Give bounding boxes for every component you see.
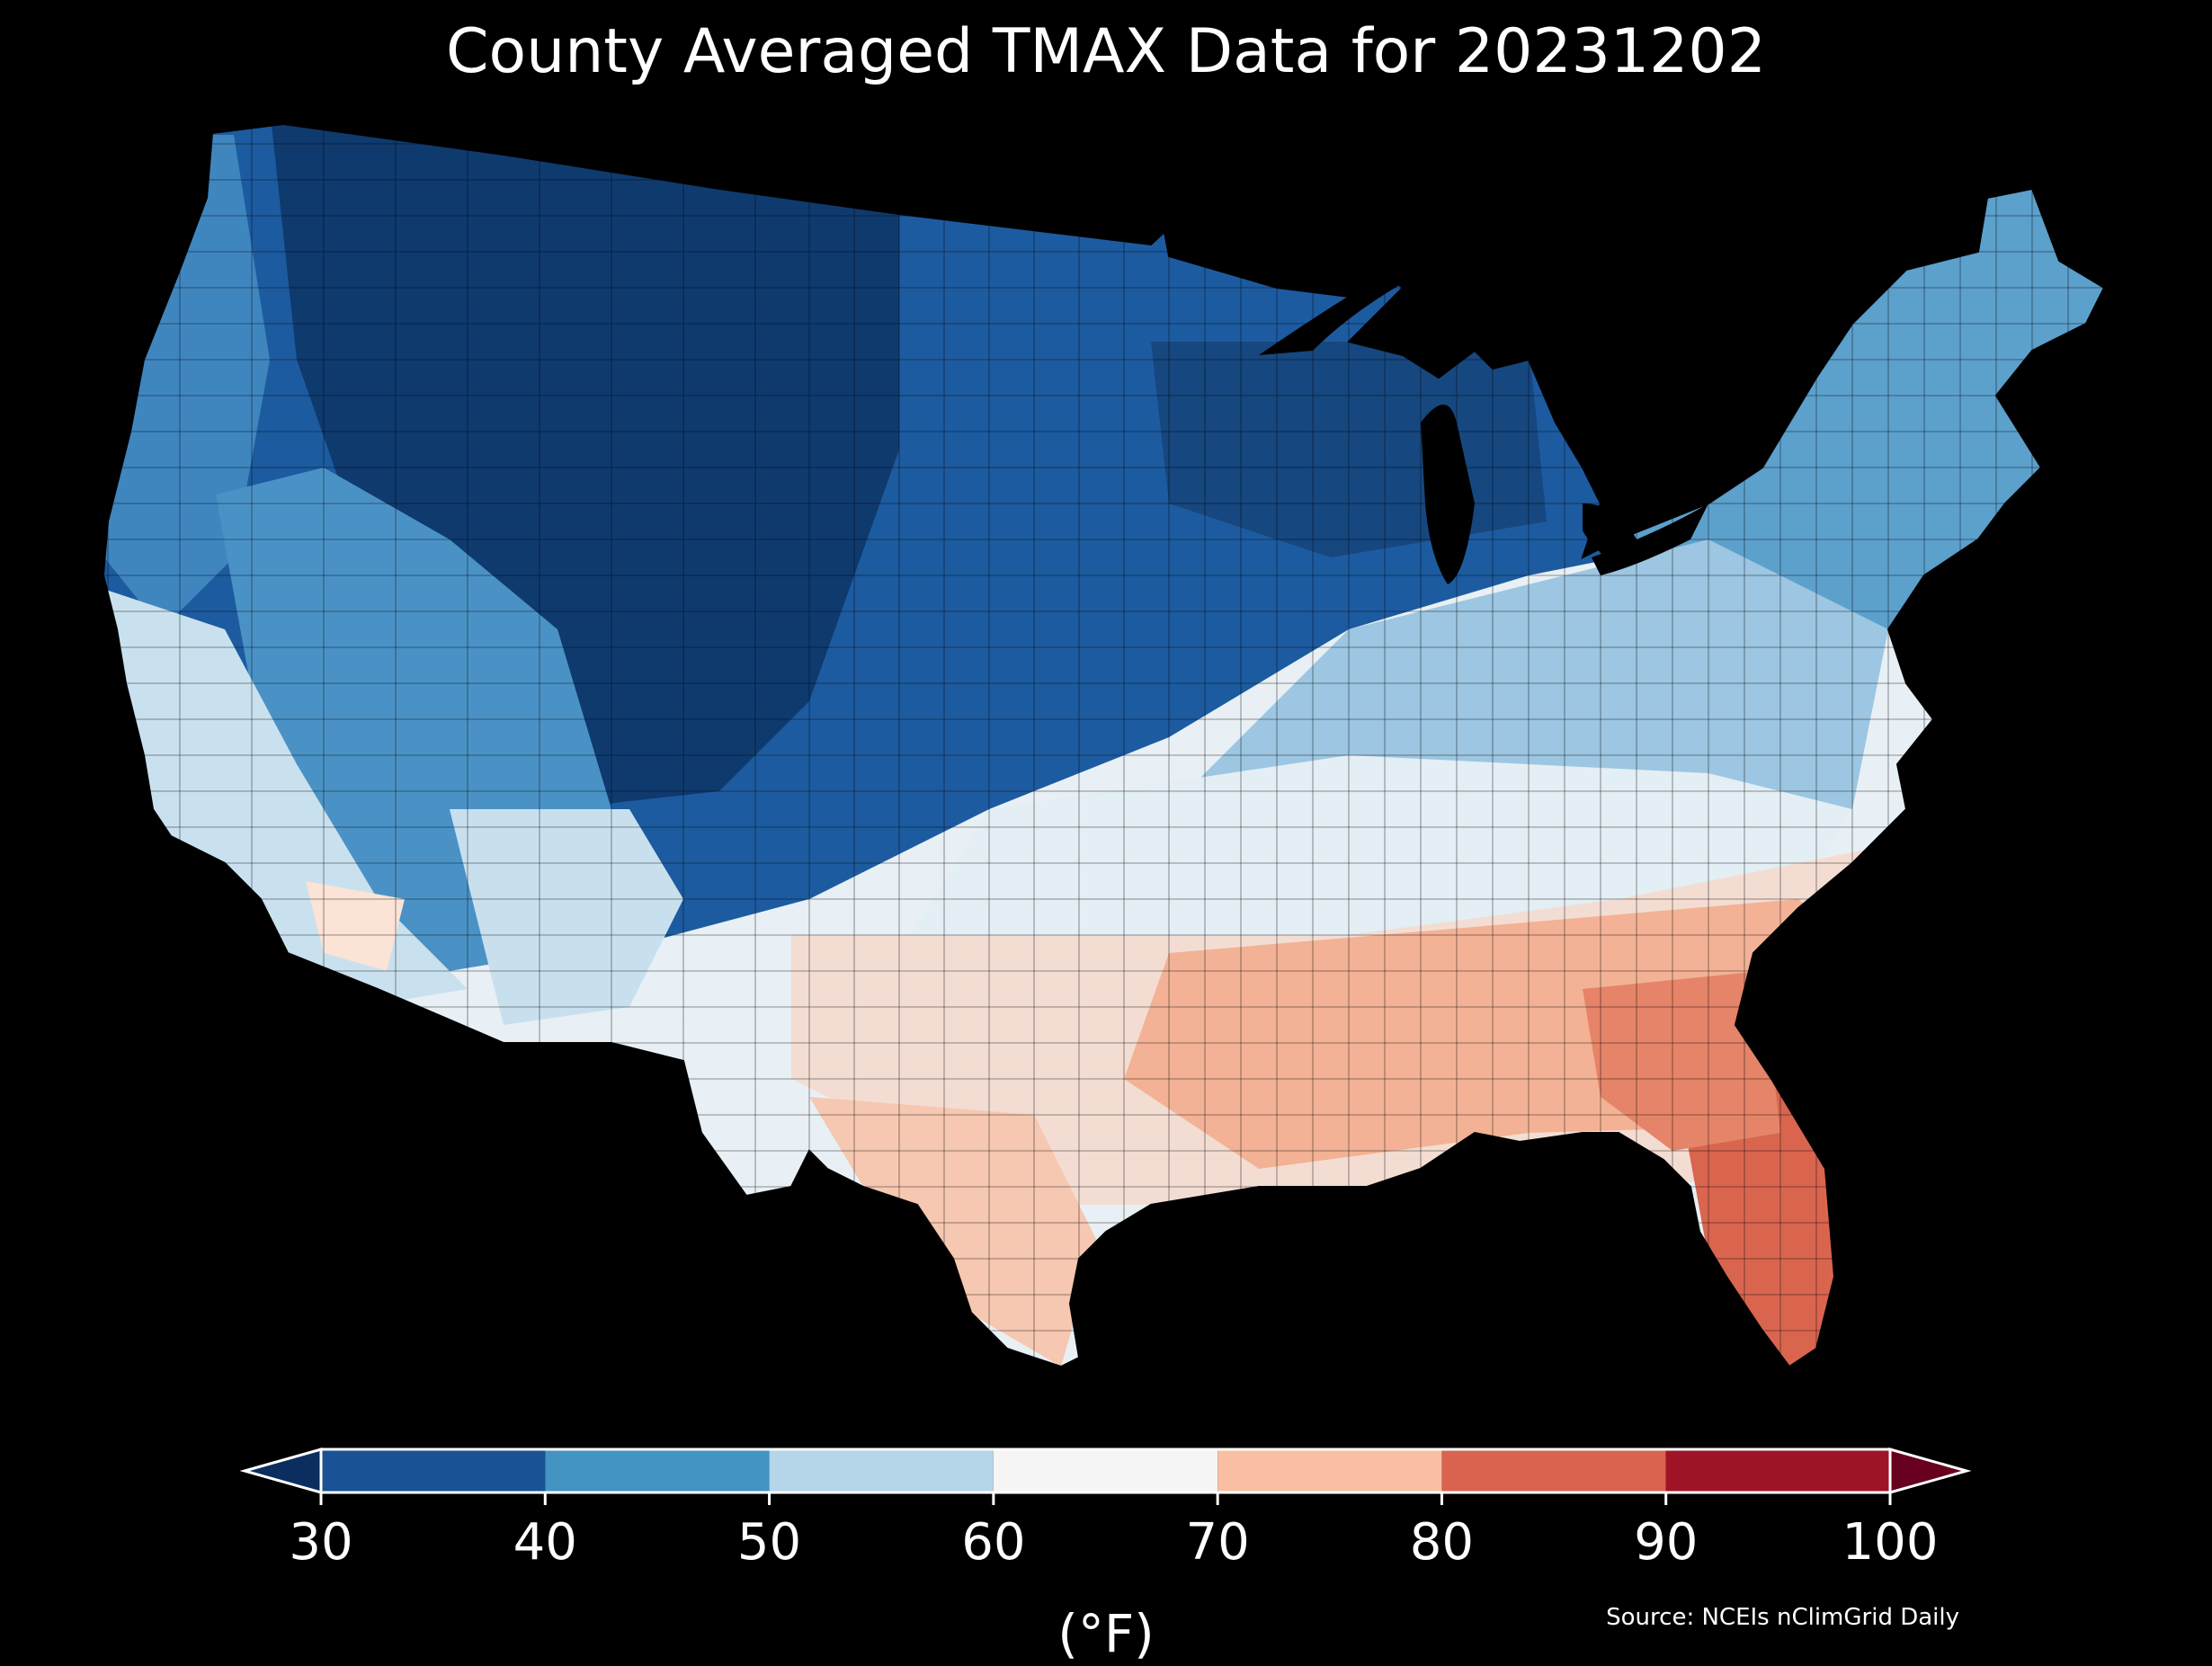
colorbar-tick-label: 80	[1409, 1513, 1475, 1572]
colorbar-tick-label: 40	[513, 1513, 577, 1572]
colorbar-bin-90-100	[1665, 1449, 1890, 1492]
colorbar-tick-label: 100	[1842, 1513, 1939, 1572]
map-title: County Averaged TMAX Data for 20231202	[446, 16, 1766, 87]
colorbar-over-arrow	[1888, 1448, 1972, 1494]
colorbar-tick-label: 60	[961, 1513, 1026, 1572]
colorbar-under-arrow	[239, 1448, 323, 1494]
colorbar-bin-40-50	[545, 1449, 770, 1492]
lake-erie	[1592, 503, 1708, 575]
colorbar-bin-80-90	[1441, 1449, 1666, 1492]
colorbar-bin-70-80	[1217, 1449, 1442, 1492]
colorbar-bin-60-70	[993, 1449, 1218, 1492]
colorbar-tick-label: 30	[289, 1513, 353, 1572]
source-credit: Source: NCEIs nClimGrid Daily	[1606, 1604, 1959, 1631]
colorbar-frame	[319, 1448, 1892, 1494]
lake-superior	[1259, 274, 1403, 355]
colorbar-bin-50-60	[769, 1449, 994, 1492]
colorbar-unit-label: (°F)	[1057, 1603, 1155, 1664]
colorbar-tick-label: 70	[1185, 1513, 1250, 1572]
colorbar-tick-label: 90	[1634, 1513, 1699, 1572]
lake-michigan	[1421, 405, 1475, 584]
colorbar-bin-30-40	[321, 1449, 546, 1492]
colorbar-tick-label: 50	[736, 1513, 802, 1572]
